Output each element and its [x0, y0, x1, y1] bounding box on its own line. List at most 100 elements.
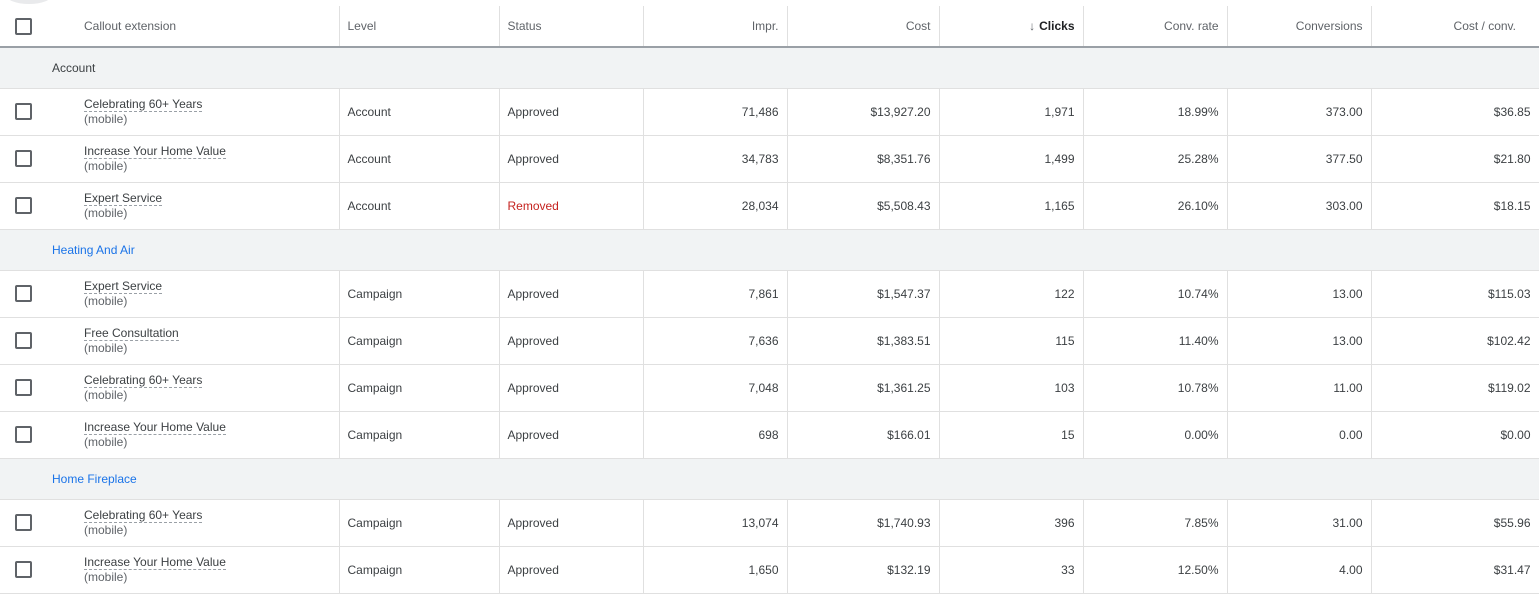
select-all-checkbox[interactable] — [15, 17, 32, 35]
row-checkbox[interactable] — [15, 332, 32, 349]
cell-conv-rate: 11.40% — [1083, 317, 1228, 365]
account-group-label: Account — [52, 60, 96, 75]
row-checkbox-cell[interactable] — [0, 270, 48, 318]
campaign-group-link[interactable]: Heating And Air — [52, 242, 135, 257]
cell-callout-extension: Increase Your Home Value (mobile) — [48, 546, 340, 594]
device-label: (mobile) — [84, 158, 128, 173]
cell-clicks-value: 115 — [1055, 333, 1075, 348]
cell-clicks: 396 — [939, 499, 1084, 547]
cell-clicks: 1,971 — [939, 88, 1084, 136]
cell-conv-rate-value: 18.99% — [1177, 104, 1219, 119]
group-cell: Home Fireplace — [0, 458, 1539, 500]
cell-clicks: 1,165 — [939, 182, 1084, 230]
cell-conv-rate-value: 12.50% — [1177, 562, 1219, 577]
row-checkbox-cell[interactable] — [0, 499, 48, 547]
row-checkbox[interactable] — [15, 197, 32, 214]
cell-impr-value: 13,074 — [741, 515, 779, 530]
cell-conv-rate-value: 10.78% — [1177, 380, 1219, 395]
cell-status: Approved — [499, 364, 644, 412]
cell-conversions-value: 0.00 — [1339, 427, 1363, 442]
cell-cost: $166.01 — [787, 411, 940, 459]
column-header-cost[interactable]: Cost — [787, 6, 940, 48]
callout-text[interactable]: Free Consultation — [84, 325, 179, 341]
campaign-group-link[interactable]: Home Fireplace — [52, 471, 137, 486]
group-row: Account — [0, 47, 1539, 89]
row-checkbox[interactable] — [15, 514, 32, 531]
callout-text[interactable]: Expert Service — [84, 278, 163, 294]
device-label: (mobile) — [84, 293, 128, 308]
cell-impr-value: 7,861 — [748, 286, 779, 301]
select-all-checkbox-cell[interactable] — [0, 6, 48, 48]
callout-text[interactable]: Celebrating 60+ Years — [84, 372, 203, 388]
column-header-conv-rate[interactable]: Conv. rate — [1083, 6, 1228, 48]
row-checkbox-cell[interactable] — [0, 546, 48, 594]
cell-status-value: Approved — [507, 562, 559, 577]
callout-text[interactable]: Celebrating 60+ Years — [84, 96, 203, 112]
cell-cost-per-conv: $31.47 — [1371, 546, 1539, 594]
row-checkbox-cell[interactable] — [0, 88, 48, 136]
cell-cost-per-conv-value: $0.00 — [1500, 427, 1531, 442]
column-header-callout-extension[interactable]: Callout extension — [48, 6, 340, 48]
device-label: (mobile) — [84, 387, 128, 402]
cell-cost: $13,927.20 — [787, 88, 940, 136]
row-checkbox[interactable] — [15, 379, 32, 396]
cell-conversions: 373.00 — [1227, 88, 1372, 136]
row-checkbox[interactable] — [15, 103, 32, 120]
column-header-clicks[interactable]: ↓ Clicks — [939, 6, 1084, 48]
cell-clicks: 33 — [939, 546, 1084, 594]
cell-callout-extension: Celebrating 60+ Years (mobile) — [48, 499, 340, 547]
row-checkbox-cell[interactable] — [0, 135, 48, 183]
column-header-cost-per-conv[interactable]: Cost / conv. — [1371, 6, 1539, 48]
table-row: Free Consultation (mobile) Campaign Approve… — [0, 317, 1539, 365]
cell-conv-rate: 0.00% — [1083, 411, 1228, 459]
cell-cost-value: $1,383.51 — [877, 333, 931, 348]
cell-level-value: Campaign — [347, 380, 403, 395]
callout-text[interactable]: Increase Your Home Value — [84, 419, 226, 435]
cell-status-value: Approved — [507, 333, 559, 348]
cell-clicks-value: 1,165 — [1044, 198, 1075, 213]
callout-text[interactable]: Celebrating 60+ Years — [84, 507, 203, 523]
column-header-clicks-label: Clicks — [1039, 19, 1075, 33]
table-row: Expert Service (mobile) Campaign Approved 7,… — [0, 270, 1539, 318]
column-header-impr[interactable]: Impr. — [643, 6, 788, 48]
cell-impr-value: 28,034 — [741, 198, 779, 213]
cell-status-value: Approved — [507, 104, 559, 119]
column-header-level[interactable]: Level — [339, 6, 500, 48]
cell-callout-extension: Increase Your Home Value (mobile) — [48, 411, 340, 459]
callout-text[interactable]: Increase Your Home Value — [84, 143, 226, 159]
cell-cost-per-conv: $36.85 — [1371, 88, 1539, 136]
table-row: Celebrating 60+ Years (mobile) Account Appr… — [0, 88, 1539, 136]
callout-text[interactable]: Increase Your Home Value — [84, 554, 226, 570]
row-checkbox-cell[interactable] — [0, 182, 48, 230]
cell-level: Account — [339, 182, 500, 230]
cell-conv-rate: 12.50% — [1083, 546, 1228, 594]
cell-callout-extension: Increase Your Home Value (mobile) — [48, 135, 340, 183]
cell-conversions: 4.00 — [1227, 546, 1372, 594]
cell-cost-value: $132.19 — [887, 562, 931, 577]
row-checkbox-cell[interactable] — [0, 364, 48, 412]
cell-conv-rate-value: 10.74% — [1177, 286, 1219, 301]
cell-cost-per-conv: $55.96 — [1371, 499, 1539, 547]
row-checkbox[interactable] — [15, 561, 32, 578]
table-row: Celebrating 60+ Years (mobile) Campaign App… — [0, 364, 1539, 412]
row-checkbox[interactable] — [15, 285, 32, 302]
cell-status-value: Approved — [507, 515, 559, 530]
column-header-conversions[interactable]: Conversions — [1227, 6, 1372, 48]
cell-callout-extension: Expert Service (mobile) — [48, 182, 340, 230]
cell-cost: $132.19 — [787, 546, 940, 594]
row-checkbox-cell[interactable] — [0, 317, 48, 365]
cell-status: Approved — [499, 546, 644, 594]
cell-clicks-value: 122 — [1054, 286, 1075, 301]
cell-conv-rate: 25.28% — [1083, 135, 1228, 183]
cell-cost-per-conv-value: $119.02 — [1488, 380, 1531, 395]
callout-text[interactable]: Expert Service — [84, 190, 163, 206]
cell-status-value: Approved — [507, 286, 559, 301]
row-checkbox[interactable] — [15, 426, 32, 443]
cell-conversions-value: 303.00 — [1325, 198, 1363, 213]
row-checkbox[interactable] — [15, 150, 32, 167]
cell-impr: 34,783 — [643, 135, 788, 183]
column-header-status[interactable]: Status — [499, 6, 644, 48]
cell-impr: 7,636 — [643, 317, 788, 365]
row-checkbox-cell[interactable] — [0, 411, 48, 459]
cell-impr: 7,861 — [643, 270, 788, 318]
